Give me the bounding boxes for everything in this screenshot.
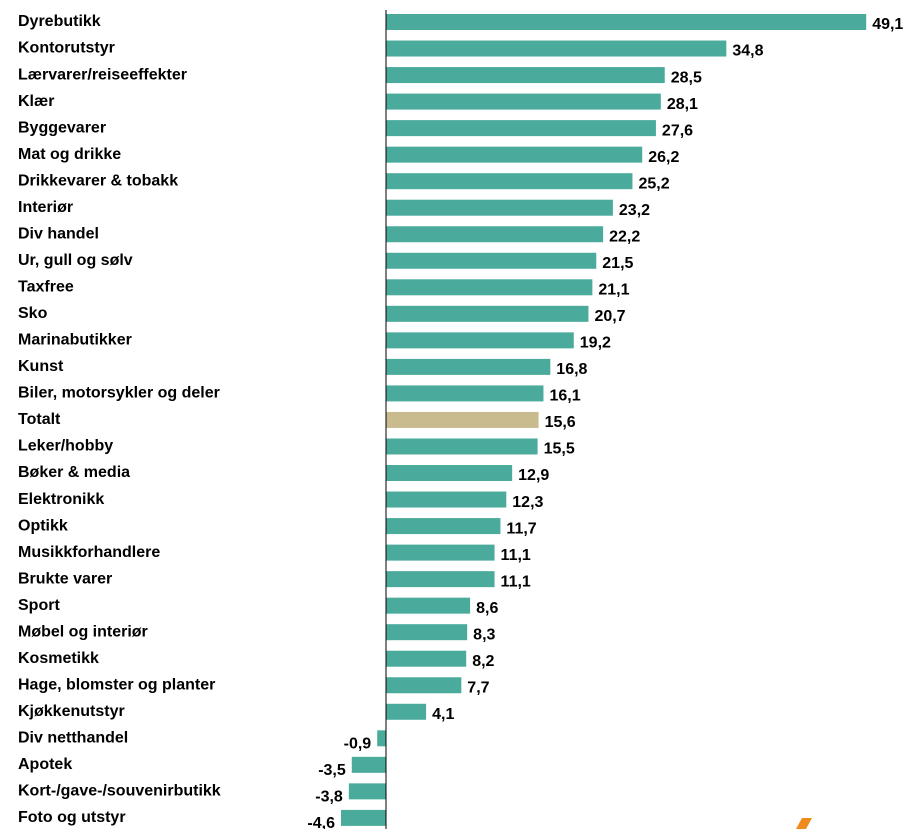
- category-label: Kosmetikk: [18, 650, 99, 667]
- bar: [386, 544, 495, 561]
- value-label: 15,6: [545, 414, 576, 431]
- category-label: Klær: [18, 93, 54, 110]
- bar: [386, 226, 604, 243]
- category-label: Biler, motorsykler og deler: [18, 385, 220, 402]
- bar: [386, 146, 643, 163]
- category-label: Interiør: [18, 199, 73, 216]
- bar: [386, 173, 633, 190]
- value-label: 21,1: [598, 282, 629, 299]
- bar: [386, 305, 589, 322]
- value-label: 21,5: [602, 255, 633, 272]
- category-label: Marinabutikker: [18, 332, 132, 349]
- category-label: Musikkforhandlere: [18, 544, 160, 561]
- bar: [386, 703, 427, 720]
- value-label: 49,1: [872, 16, 903, 33]
- bar: [386, 597, 471, 614]
- bar: [386, 411, 539, 428]
- category-label: Foto og utstyr: [18, 809, 126, 826]
- bar: [386, 465, 513, 482]
- value-label: 8,3: [473, 626, 495, 643]
- bar: [386, 252, 597, 269]
- bar: [386, 199, 613, 216]
- category-label: Møbel og interiør: [18, 623, 148, 640]
- category-label: Bøker & media: [18, 464, 130, 481]
- value-label: 8,6: [476, 600, 498, 617]
- value-label: -0,9: [344, 736, 372, 753]
- value-label: 23,2: [619, 202, 650, 219]
- category-label: Taxfree: [18, 279, 74, 296]
- value-label: 25,2: [638, 175, 669, 192]
- category-label: Kjøkkenutstyr: [18, 703, 125, 720]
- category-label: Leker/hobby: [18, 438, 113, 455]
- bar: [377, 730, 386, 747]
- category-label: Kunst: [18, 358, 64, 375]
- value-label: 26,2: [648, 149, 679, 166]
- bar: [348, 783, 386, 800]
- category-label: Sport: [18, 597, 60, 614]
- value-label: 4,1: [432, 706, 454, 723]
- category-label: Kort-/gave-/souvenirbutikk: [18, 783, 221, 800]
- value-label: 8,2: [472, 653, 494, 670]
- bar: [386, 279, 593, 296]
- value-label: 16,8: [556, 361, 587, 378]
- value-label: 7,7: [467, 679, 489, 696]
- bar: [386, 624, 468, 641]
- category-label: Hage, blomster og planter: [18, 676, 215, 693]
- category-label: Drikkevarer & tobakk: [18, 172, 178, 189]
- category-label: Kontorutstyr: [18, 40, 115, 57]
- bar: [386, 332, 574, 349]
- bar: [386, 67, 665, 84]
- value-label: 28,5: [671, 69, 702, 86]
- value-label: 12,3: [512, 494, 543, 511]
- bar: [386, 677, 462, 694]
- value-label: 20,7: [594, 308, 625, 325]
- category-label: Optikk: [18, 517, 68, 534]
- value-label: 28,1: [667, 96, 698, 113]
- bar: [386, 40, 727, 57]
- value-label: 11,1: [501, 573, 531, 590]
- value-label: 11,1: [501, 547, 531, 564]
- value-label: 15,5: [544, 441, 575, 458]
- category-label: Dyrebutikk: [18, 13, 101, 30]
- value-label: 34,8: [732, 43, 763, 60]
- value-label: 12,9: [518, 467, 549, 484]
- category-label: Brukte varer: [18, 570, 112, 587]
- value-label: -3,8: [315, 789, 343, 806]
- value-label: 27,6: [662, 122, 693, 139]
- bar: [386, 120, 656, 137]
- bar: [386, 571, 495, 588]
- bar: [351, 756, 386, 773]
- category-label: Div netthandel: [18, 730, 128, 747]
- category-label: Sko: [18, 305, 48, 322]
- value-label: -3,5: [318, 762, 346, 779]
- bar: [386, 385, 544, 402]
- value-label: 19,2: [580, 335, 611, 352]
- category-label: Byggevarer: [18, 119, 106, 136]
- category-label: Apotek: [18, 756, 72, 773]
- bar: [386, 14, 867, 30]
- bar: [386, 491, 507, 508]
- bar: [386, 93, 661, 110]
- value-label: 11,7: [506, 520, 536, 537]
- value-label: 22,2: [609, 228, 640, 245]
- value-label: 16,1: [549, 388, 580, 405]
- category-label: Div handel: [18, 225, 99, 242]
- category-label: Totalt: [18, 411, 61, 428]
- bar: [386, 650, 467, 667]
- category-label: Ur, gull og sølv: [18, 252, 133, 269]
- bar: [386, 438, 538, 455]
- category-label: Lærvarer/reiseeffekter: [18, 66, 187, 83]
- bar: [386, 518, 501, 535]
- value-label: -4,6: [307, 815, 335, 829]
- logo-fragment: [796, 818, 812, 829]
- category-label: Elektronikk: [18, 491, 104, 508]
- category-label: Mat og drikke: [18, 146, 121, 163]
- bar: [341, 809, 386, 826]
- bar: [386, 358, 551, 375]
